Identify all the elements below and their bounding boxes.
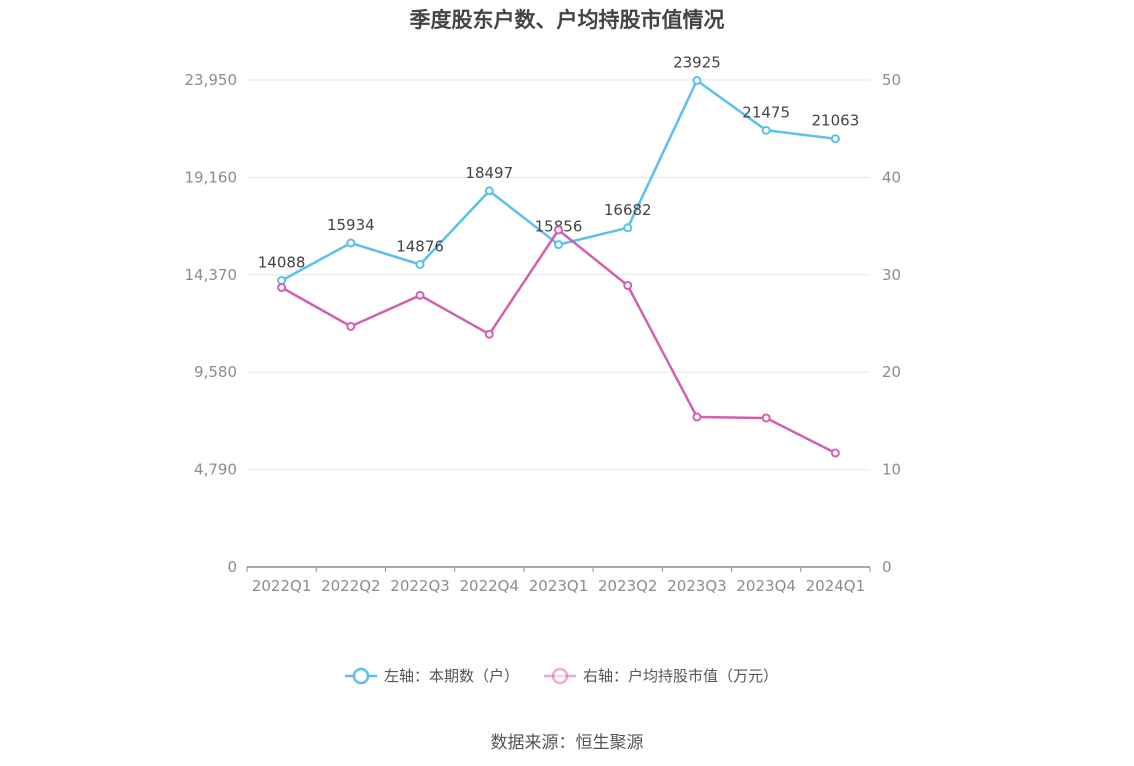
data-point-right — [554, 225, 563, 235]
data-point-right — [415, 290, 425, 300]
data-label: 14088 — [258, 254, 306, 272]
x-tick-label: 2023Q2 — [598, 577, 658, 595]
x-tick-label: 2022Q2 — [321, 577, 381, 595]
legend-marker-circle — [551, 667, 569, 685]
data-label: 15934 — [327, 216, 375, 234]
data-label: 16682 — [604, 201, 652, 219]
data-label: 23925 — [673, 54, 721, 72]
data-point-left — [484, 186, 494, 196]
data-point-left — [346, 238, 356, 248]
y-right-tick-label: 10 — [882, 461, 901, 479]
chart-title: 季度股东户数、户均持股市值情况 — [409, 8, 725, 32]
data-point-left — [830, 134, 840, 144]
legend-label: 左轴：本期数（户） — [384, 667, 519, 685]
data-point-left — [554, 240, 563, 250]
data-point-right — [346, 321, 356, 331]
data-label: 14876 — [396, 238, 444, 256]
data-point-right — [761, 413, 771, 423]
y-left-tick-label: 4,790 — [194, 461, 237, 479]
legend-marker-circle — [352, 667, 370, 685]
x-tick-label: 2023Q4 — [736, 577, 796, 595]
x-tick-label: 2022Q1 — [252, 577, 312, 595]
data-point-left — [623, 223, 633, 233]
y-right-tick-label: 40 — [882, 168, 901, 186]
data-point-left — [692, 76, 702, 86]
x-tick-label: 2022Q3 — [390, 577, 450, 595]
data-point-right — [484, 329, 494, 339]
y-right-tick-label: 0 — [882, 558, 892, 576]
data-source: 数据来源：恒生聚源 — [490, 733, 644, 753]
data-point-right — [830, 448, 840, 458]
data-point-right — [623, 281, 633, 291]
y-left-tick-label: 0 — [227, 558, 237, 576]
y-left-tick-label: 9,580 — [194, 363, 237, 381]
data-point-left — [761, 125, 771, 135]
y-left-tick-label: 19,160 — [185, 168, 238, 186]
data-point-right — [692, 412, 702, 422]
series-line-right — [280, 228, 836, 455]
data-label: 21063 — [812, 112, 860, 130]
y-left-tick-label: 14,370 — [185, 266, 238, 284]
y-right-tick-label: 50 — [882, 71, 901, 89]
x-tick-label: 2023Q3 — [667, 577, 727, 595]
y-right-tick-label: 30 — [882, 266, 901, 284]
data-label: 18497 — [465, 164, 513, 182]
y-left-tick-label: 23,950 — [185, 71, 238, 89]
data-point-right — [277, 282, 287, 292]
data-label: 21475 — [742, 103, 790, 121]
legend-label: 右轴：户均持股市值（万元） — [583, 667, 778, 685]
y-right-tick-label: 20 — [882, 363, 901, 381]
x-tick-label: 2022Q4 — [460, 577, 520, 595]
data-point-left — [415, 260, 425, 270]
x-tick-label: 2023Q1 — [529, 577, 589, 595]
x-tick-label: 2024Q1 — [806, 577, 866, 595]
